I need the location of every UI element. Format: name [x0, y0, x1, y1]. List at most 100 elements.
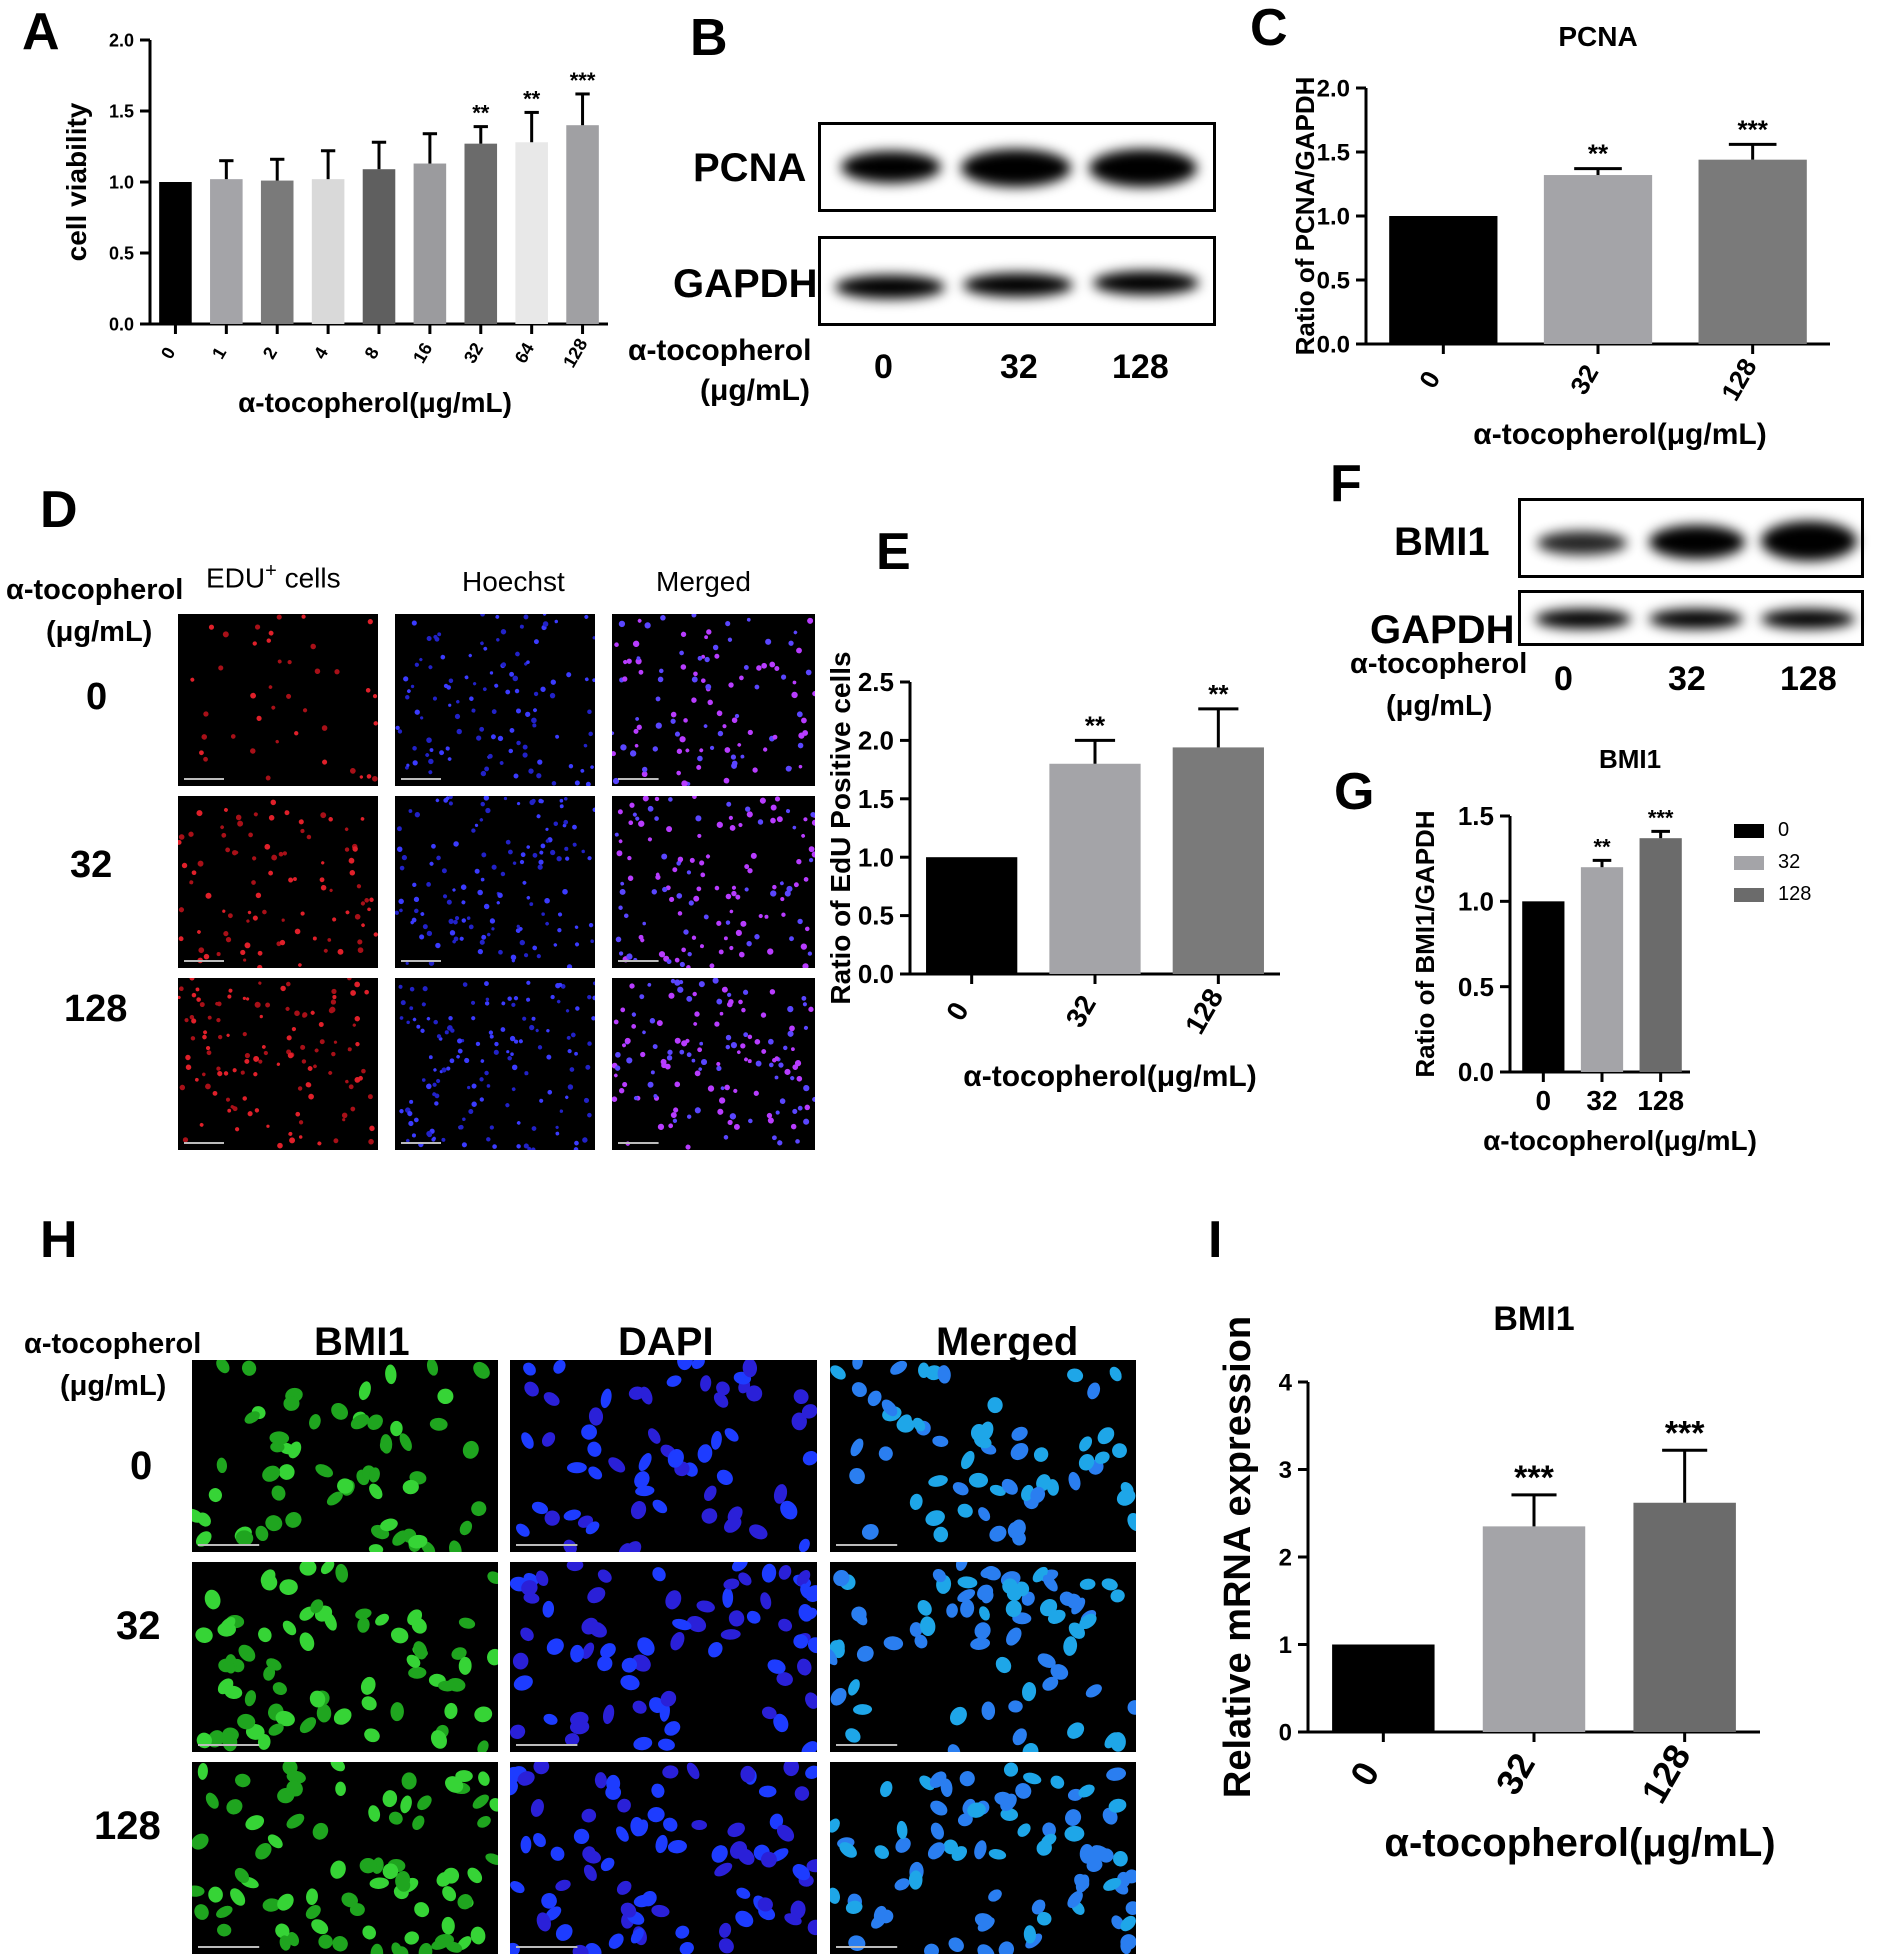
y-tick-label: 0.0 [1317, 331, 1350, 358]
row-label-d-128: 128 [64, 988, 128, 1030]
bar-1 [210, 179, 243, 324]
micrograph [612, 614, 815, 786]
pcna-blot [818, 122, 1216, 212]
chart-i: 0 1 2 3 4 0 *** 32 *** 128 BMI1 α-tocopherol(μg/mL)… [1220, 1300, 1776, 1865]
bar-32 [1580, 867, 1624, 1072]
significance-mark: *** [1737, 114, 1768, 144]
bar-8 [362, 169, 396, 324]
scale-bar [184, 1142, 224, 1144]
micrograph [830, 1562, 1136, 1752]
bar-4 [311, 179, 345, 324]
bar-0 [159, 182, 192, 324]
significance-mark: ** [1085, 710, 1106, 740]
panel-label-f: F [1330, 455, 1362, 513]
x-tick-label: 0 [940, 997, 975, 1026]
row-label-h-32: 32 [116, 1604, 161, 1648]
chart-e: 0.0 0.5 1.0 1.5 2.0 2.5 0 ** 32 ** 128 α-tocopherol… [825, 651, 1280, 1093]
significance-mark: *** [1514, 1459, 1554, 1497]
x-tick-label: 8 [361, 344, 383, 363]
micrograph [830, 1762, 1136, 1954]
gapdh-band-128 [1093, 271, 1199, 295]
micrograph [395, 614, 595, 786]
merged-image-h-0 [830, 1360, 1136, 1552]
blot-label-pcna: PCNA [693, 146, 807, 190]
scale-bar [836, 1744, 898, 1746]
legend-swatch-32 [1734, 856, 1764, 870]
blot-label-gapdh-f: GAPDH [1370, 608, 1515, 652]
scale-bar [401, 778, 441, 780]
y-tick-label: 1.5 [858, 784, 894, 814]
gapdh-f-band-128 [1761, 609, 1855, 629]
bmi1-image-0 [192, 1360, 498, 1552]
row-label-h-128: 128 [94, 1804, 161, 1848]
lane-label-f-32: 32 [1668, 660, 1706, 698]
scale-bar [516, 1744, 578, 1746]
y-tick-label: 0.5 [109, 243, 134, 263]
micrograph [614, 796, 815, 968]
micrograph [192, 1360, 490, 1552]
bmi1-image-128 [192, 1762, 498, 1954]
scale-bar [184, 960, 224, 962]
panel-label-e: E [876, 523, 911, 581]
scale-bar [198, 1744, 260, 1746]
scale-bar [198, 1946, 260, 1948]
hoechst-image-0 [395, 614, 595, 786]
panel-label-g: G [1334, 763, 1375, 821]
y-tick-label: 2 [1279, 1544, 1292, 1571]
x-tick-label: 128 [1715, 353, 1763, 406]
x-tick-label: 128 [1637, 1085, 1684, 1116]
y-axis-label: Ratio of PCNA/GAPDH [1290, 77, 1320, 356]
blot-label-gapdh: GAPDH [673, 262, 818, 306]
micrograph [398, 980, 595, 1150]
y-tick-label: 1.5 [109, 101, 134, 121]
bar-128 [1698, 159, 1807, 344]
scale-bar [184, 778, 224, 780]
y-tick-label: 1.0 [109, 172, 134, 192]
unit-label-f: (μg/mL) [1386, 690, 1493, 722]
bar-64 [515, 142, 548, 324]
y-axis-label: Ratio of BMI1/GAPDH [1410, 810, 1440, 1077]
bar-2 [260, 180, 294, 324]
treatment-label-b: α-tocopherol [628, 334, 812, 367]
micrograph [510, 1762, 817, 1954]
x-tick-label: 32 [1586, 1085, 1617, 1116]
bmi1-band-0 [1537, 531, 1627, 555]
x-tick-label: 0 [1536, 1085, 1552, 1116]
scale-bar [401, 1142, 441, 1144]
blot-label-bmi1: BMI1 [1394, 520, 1490, 564]
col-header-hoechst: Hoechst [462, 566, 565, 597]
x-axis-label: α-tocopherol(μg/mL) [1473, 418, 1766, 451]
dapi-image-32 [510, 1562, 817, 1752]
gapdh-f-band-0 [1535, 609, 1631, 629]
edu-image-32 [178, 796, 378, 968]
x-tick-label: 32 [1487, 1746, 1543, 1801]
bar-128 [1172, 747, 1264, 974]
lane-label-b-128: 128 [1112, 348, 1169, 386]
legend-swatch-128 [1734, 888, 1764, 902]
hoechst-image-32 [395, 796, 595, 968]
y-tick-label: 0 [1279, 1719, 1292, 1746]
edu-image-0 [178, 614, 378, 786]
bar-0 [1389, 216, 1498, 344]
lane-label-b-0: 0 [874, 348, 893, 386]
y-axis-label: Ratio of EdU Positive cells [825, 651, 856, 1004]
bar-128 [566, 125, 599, 324]
x-axis-label: α-tocopherol(μg/mL) [1384, 1821, 1775, 1865]
chart-g: 0.0 0.5 1.0 1.5 0 ** 32 *** 128 BMI1 α-tocopherol(… [1410, 744, 1811, 1156]
bmi1-band-32 [1649, 525, 1745, 559]
chart-title: BMI1 [1599, 744, 1661, 774]
significance-mark: ** [1208, 679, 1229, 709]
legend-label-128: 128 [1778, 883, 1811, 905]
y-tick-label: 1.0 [1317, 203, 1350, 230]
bar-128 [1639, 838, 1682, 1072]
pcna-band-128 [1089, 149, 1197, 187]
dapi-image-128 [510, 1762, 817, 1954]
row-label-h-0: 0 [130, 1444, 153, 1488]
chart-a: 0.0 0.5 1.0 1.5 2.0 0 1 2 4 8 16 ** 32 ** 64 *** 128 α-to… [61, 30, 608, 418]
y-tick-label: 0.0 [1458, 1057, 1494, 1087]
x-tick-label: 32 [1060, 990, 1102, 1032]
bar-0 [926, 857, 1018, 974]
micrograph [395, 796, 595, 968]
bar-32 [1482, 1526, 1586, 1732]
bmi1-image-32 [192, 1562, 498, 1752]
